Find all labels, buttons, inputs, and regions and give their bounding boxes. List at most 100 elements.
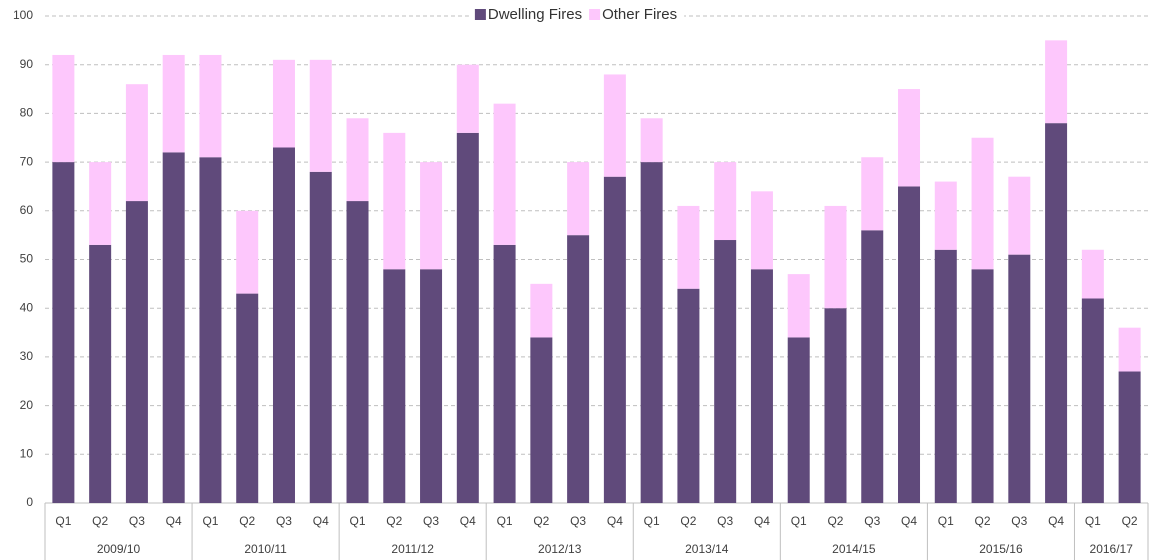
bar-segment xyxy=(1118,371,1141,503)
x-tick-label: Q4 xyxy=(754,514,770,528)
x-tick-label: Q1 xyxy=(1085,514,1101,528)
y-tick-label: 50 xyxy=(20,252,34,266)
bar-segment xyxy=(125,201,148,503)
x-tick-label: Q1 xyxy=(938,514,954,528)
bar-segment xyxy=(493,244,516,503)
x-tick-label: Q1 xyxy=(55,514,71,528)
bar-segment xyxy=(162,152,185,504)
legend-background xyxy=(468,4,685,28)
bar-segment xyxy=(89,162,112,245)
group-label: 2016/17 xyxy=(1090,542,1134,556)
bar-segment xyxy=(89,244,112,503)
bar-segment xyxy=(567,162,590,236)
legend-label: Dwelling Fires xyxy=(488,6,582,23)
bar-segment xyxy=(677,205,700,289)
group-label: 2013/14 xyxy=(685,542,729,556)
x-tick-label: Q4 xyxy=(313,514,329,528)
bar-segment xyxy=(309,59,332,172)
bar-segment xyxy=(750,191,773,270)
group-label: 2009/10 xyxy=(97,542,141,556)
bar-segment xyxy=(861,230,884,503)
bar-segment xyxy=(456,64,479,133)
bar-segment xyxy=(603,176,626,503)
bar-segment xyxy=(199,157,222,504)
x-tick-label: Q2 xyxy=(239,514,255,528)
x-tick-label: Q3 xyxy=(1011,514,1027,528)
y-tick-label: 60 xyxy=(20,203,34,217)
bar-segment xyxy=(309,171,332,503)
x-tick-label: Q3 xyxy=(129,514,145,528)
bar-segment xyxy=(971,137,994,270)
bar-segment xyxy=(346,118,369,202)
x-tick-label: Q2 xyxy=(386,514,402,528)
legend-swatch xyxy=(589,9,601,20)
bar-segment xyxy=(420,269,443,503)
bar-segment xyxy=(420,162,443,270)
bar-segment xyxy=(52,162,75,503)
bar-segment xyxy=(640,118,663,163)
bar-segment xyxy=(714,162,737,241)
group-label: 2014/15 xyxy=(832,542,876,556)
x-tick-label: Q2 xyxy=(533,514,549,528)
bar-segment xyxy=(898,89,921,187)
legend-swatch xyxy=(474,9,486,20)
bar-segment xyxy=(346,201,369,503)
y-tick-label: 30 xyxy=(20,349,34,363)
bar-segment xyxy=(934,249,957,503)
group-label: 2010/11 xyxy=(244,542,287,556)
bar-segment xyxy=(898,186,921,503)
x-tick-label: Q1 xyxy=(497,514,513,528)
bar-segment xyxy=(1081,249,1104,299)
bar-segment xyxy=(1008,254,1031,503)
bar-segment xyxy=(787,337,810,503)
y-tick-label: 80 xyxy=(20,106,34,120)
bar-segment xyxy=(199,54,222,158)
bar-segment xyxy=(1008,176,1031,255)
legend: Dwelling Fires Other Fires xyxy=(468,4,685,28)
x-tick-label: Q2 xyxy=(680,514,696,528)
x-tick-label: Q1 xyxy=(791,514,807,528)
y-tick-label: 90 xyxy=(20,57,34,71)
x-tick-label: Q4 xyxy=(460,514,476,528)
bar-segment xyxy=(383,269,406,503)
y-tick-label: 40 xyxy=(20,300,34,314)
group-label: 2015/16 xyxy=(979,542,1023,556)
bar-segment xyxy=(787,274,810,338)
bar-segment xyxy=(1118,327,1141,372)
bar-segment xyxy=(456,132,479,503)
group-label: 2011/12 xyxy=(391,542,434,556)
x-tick-label: Q1 xyxy=(644,514,660,528)
x-tick-label: Q2 xyxy=(975,514,991,528)
y-tick-label: 20 xyxy=(20,398,34,412)
bar-segment xyxy=(236,210,259,294)
bar-segment xyxy=(677,288,700,503)
x-tick-label: Q3 xyxy=(276,514,292,528)
bar-segment xyxy=(861,157,884,231)
bar-segment xyxy=(1045,40,1068,124)
x-tick-label: Q1 xyxy=(350,514,366,528)
y-tick-label: 10 xyxy=(20,446,34,460)
x-tick-label: Q3 xyxy=(570,514,586,528)
bar-segment xyxy=(530,337,553,503)
x-tick-label: Q3 xyxy=(423,514,439,528)
bar-segment xyxy=(750,269,773,503)
bar-segment xyxy=(272,147,295,504)
bar-segment xyxy=(1045,123,1068,503)
bar-segment xyxy=(125,84,148,202)
x-tick-label: Q3 xyxy=(717,514,733,528)
legend-label: Other Fires xyxy=(602,6,677,23)
group-label: 2012/13 xyxy=(538,542,582,556)
bar-segment xyxy=(1081,298,1104,503)
x-tick-label: Q2 xyxy=(827,514,843,528)
x-tick-label: Q3 xyxy=(864,514,880,528)
bar-segment xyxy=(824,308,847,503)
bar-segment xyxy=(52,54,75,163)
bar-segment xyxy=(640,162,663,503)
bar-segment xyxy=(567,235,590,503)
bar-segment xyxy=(971,269,994,503)
bar-segment xyxy=(383,132,406,270)
y-tick-label: 70 xyxy=(20,154,34,168)
x-tick-label: Q2 xyxy=(92,514,108,528)
bar-segment xyxy=(162,54,185,153)
